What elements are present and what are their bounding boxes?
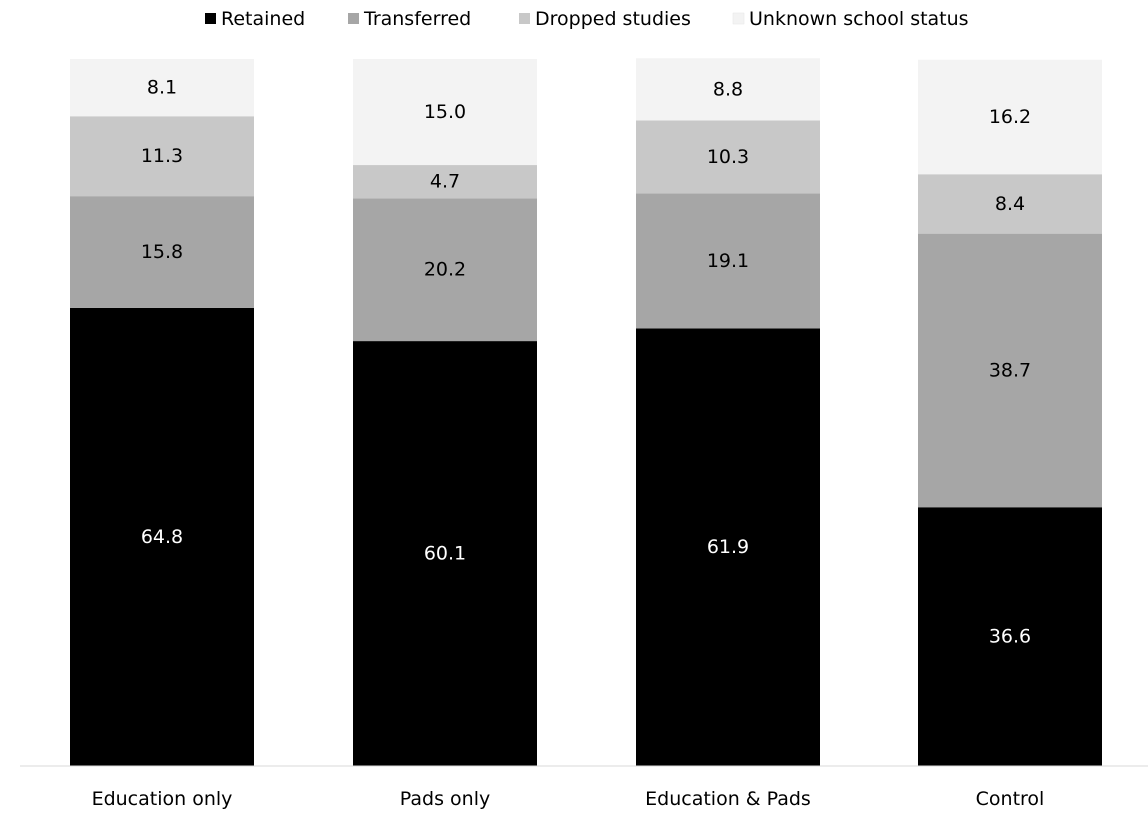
bar-segment-transferred-education-pads xyxy=(636,193,820,329)
data-label-unknown-school-status-control: 16.2 xyxy=(989,106,1031,128)
bar-segment-dropped-studies-education-pads xyxy=(636,120,820,194)
bar-segment-dropped-studies-pads-only xyxy=(353,165,537,199)
data-label-unknown-school-status-pads-only: 15.0 xyxy=(424,101,466,123)
bar-segment-unknown-school-status-pads-only xyxy=(353,59,537,166)
data-label-retained-control: 36.6 xyxy=(989,626,1031,648)
data-label-transferred-education-pads: 19.1 xyxy=(707,250,749,272)
x-tick-label-education-pads: Education & Pads xyxy=(645,788,811,810)
data-label-dropped-studies-education-pads: 10.3 xyxy=(707,146,749,168)
legend-item-transferred: Transferred xyxy=(348,8,471,30)
legend-swatch-retained xyxy=(205,13,216,24)
legend-item-dropped-studies: Dropped studies xyxy=(519,8,691,30)
data-label-retained-pads-only: 60.1 xyxy=(424,543,466,565)
bar-segment-unknown-school-status-control xyxy=(918,59,1102,175)
legend-label-retained: Retained xyxy=(221,8,305,30)
legend-label-unknown-school-status: Unknown school status xyxy=(749,8,969,30)
legend-swatch-unknown-school-status xyxy=(732,12,745,25)
legend-label-dropped-studies: Dropped studies xyxy=(535,8,691,30)
bar-segment-transferred-pads-only xyxy=(353,198,537,342)
data-label-transferred-control: 38.7 xyxy=(989,359,1031,381)
legend-label-transferred: Transferred xyxy=(363,8,471,30)
data-labels: 64.8 15.8 11.3 8.1 60.1 20.2 4.7 15.0 61.9 19.1 10… xyxy=(141,77,1031,648)
legend-swatch-dropped-studies xyxy=(519,13,530,24)
data-label-retained-education-only: 64.8 xyxy=(141,526,183,548)
data-label-transferred-education-only: 15.8 xyxy=(141,241,183,263)
data-label-transferred-pads-only: 20.2 xyxy=(424,259,466,281)
x-tick-label-education-only: Education only xyxy=(92,788,233,810)
x-tick-label-control: Control xyxy=(976,788,1045,810)
data-label-dropped-studies-education-only: 11.3 xyxy=(141,145,183,167)
data-label-unknown-school-status-education-only: 8.1 xyxy=(147,77,177,99)
x-tick-label-pads-only: Pads only xyxy=(400,788,490,810)
bar-segment-retained-pads-only xyxy=(353,341,537,766)
bar-segment-retained-education-pads xyxy=(636,328,820,766)
data-label-dropped-studies-pads-only: 4.7 xyxy=(430,171,460,193)
bar-segment-retained-control xyxy=(918,507,1102,766)
bar-segment-transferred-control xyxy=(918,233,1102,508)
bar-segment-transferred-education-only xyxy=(70,196,254,308)
data-label-retained-education-pads: 61.9 xyxy=(707,536,749,558)
data-label-unknown-school-status-education-pads: 8.8 xyxy=(713,78,743,100)
legend-swatch-transferred xyxy=(348,13,359,24)
bar-segment-unknown-school-status-education-only xyxy=(70,59,254,117)
legend: Retained Transferred Dropped studies Unknow… xyxy=(205,8,969,30)
legend-item-retained: Retained xyxy=(205,8,305,30)
bar-segment-dropped-studies-control xyxy=(918,174,1102,234)
bar-segment-retained-education-only xyxy=(70,307,254,766)
bar-segment-unknown-school-status-education-pads xyxy=(636,58,820,121)
bars xyxy=(70,58,1102,766)
x-axis-tick-labels: Education only Pads only Education & Pads C… xyxy=(92,788,1045,810)
bar-segment-dropped-studies-education-only xyxy=(70,116,254,197)
data-label-dropped-studies-control: 8.4 xyxy=(995,193,1025,215)
legend-item-unknown-school-status: Unknown school status xyxy=(732,8,969,30)
